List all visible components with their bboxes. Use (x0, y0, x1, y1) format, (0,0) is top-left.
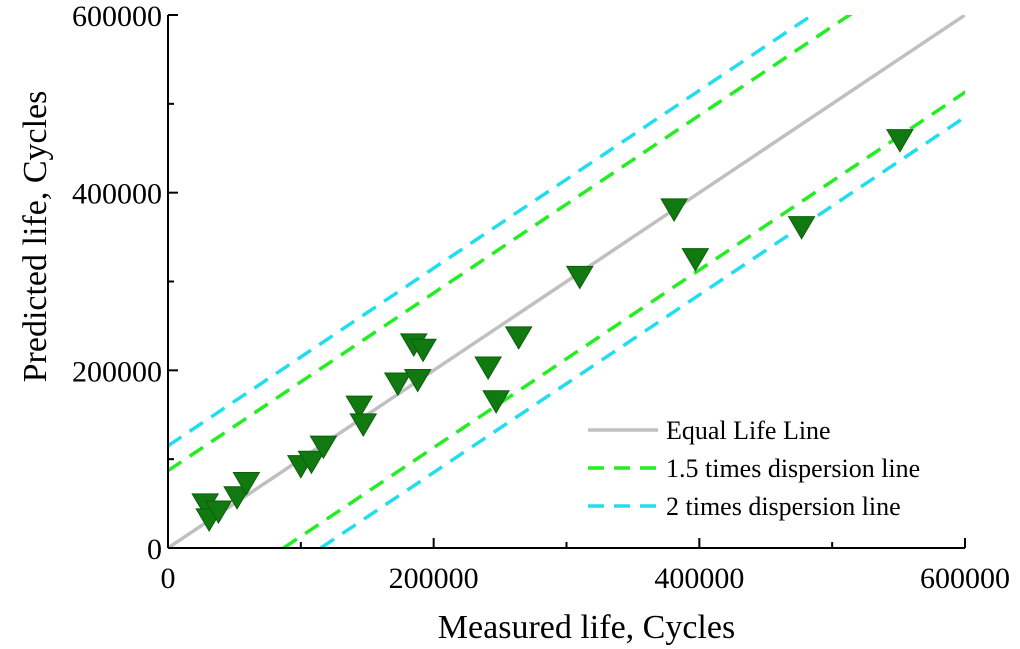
dispersion-1-5-upper-line (168, 15, 853, 473)
data-point-7 (297, 450, 326, 475)
x-tick-label: 400000 (654, 562, 744, 595)
x-tick-label: 600000 (920, 562, 1010, 595)
x-tick-label: 200000 (389, 562, 479, 595)
y-tick-label: 600000 (72, 0, 162, 33)
data-point-8 (309, 435, 338, 460)
dispersion-1-5-lower-line (282, 90, 965, 548)
data-point-17 (504, 326, 533, 350)
data-point-10 (349, 413, 378, 437)
y-tick-label: 400000 (72, 178, 162, 211)
y-axis-title: Predicted life, Cycles (17, 91, 54, 383)
y-tick-label: 0 (147, 533, 162, 566)
data-point-21 (787, 216, 816, 240)
x-axis-title: Measured life, Cycles (438, 609, 735, 646)
data-point-18 (565, 265, 594, 290)
legend-label-2: 1.5 times dispersion line (666, 454, 920, 483)
data-point-22 (886, 129, 914, 153)
legend: Equal Life Line 1.5 times dispersion line… (588, 416, 920, 521)
dispersion-2-upper-line (168, 15, 816, 448)
data-point-14 (409, 338, 437, 363)
data-point-19 (660, 198, 688, 222)
dispersion-2-lower-line (319, 115, 965, 548)
data-point-5 (232, 472, 261, 496)
data-point-13 (403, 368, 432, 393)
legend-label-1: Equal Life Line (666, 416, 831, 445)
data-point-20 (681, 248, 710, 272)
data-point-11 (383, 372, 412, 397)
x-tick-label: 0 (161, 562, 176, 595)
data-point-16 (482, 390, 510, 414)
ticks: 00 200000 200000 400000 400000 600000 600000 (72, 0, 1010, 595)
data-point-4 (223, 486, 251, 510)
legend-label-3: 2 times dispersion line (666, 492, 901, 521)
y-tick-label: 200000 (72, 355, 162, 388)
data-point-9 (345, 395, 374, 420)
data-points (191, 129, 914, 533)
data-point-15 (474, 356, 503, 381)
data-point-3 (204, 500, 233, 525)
